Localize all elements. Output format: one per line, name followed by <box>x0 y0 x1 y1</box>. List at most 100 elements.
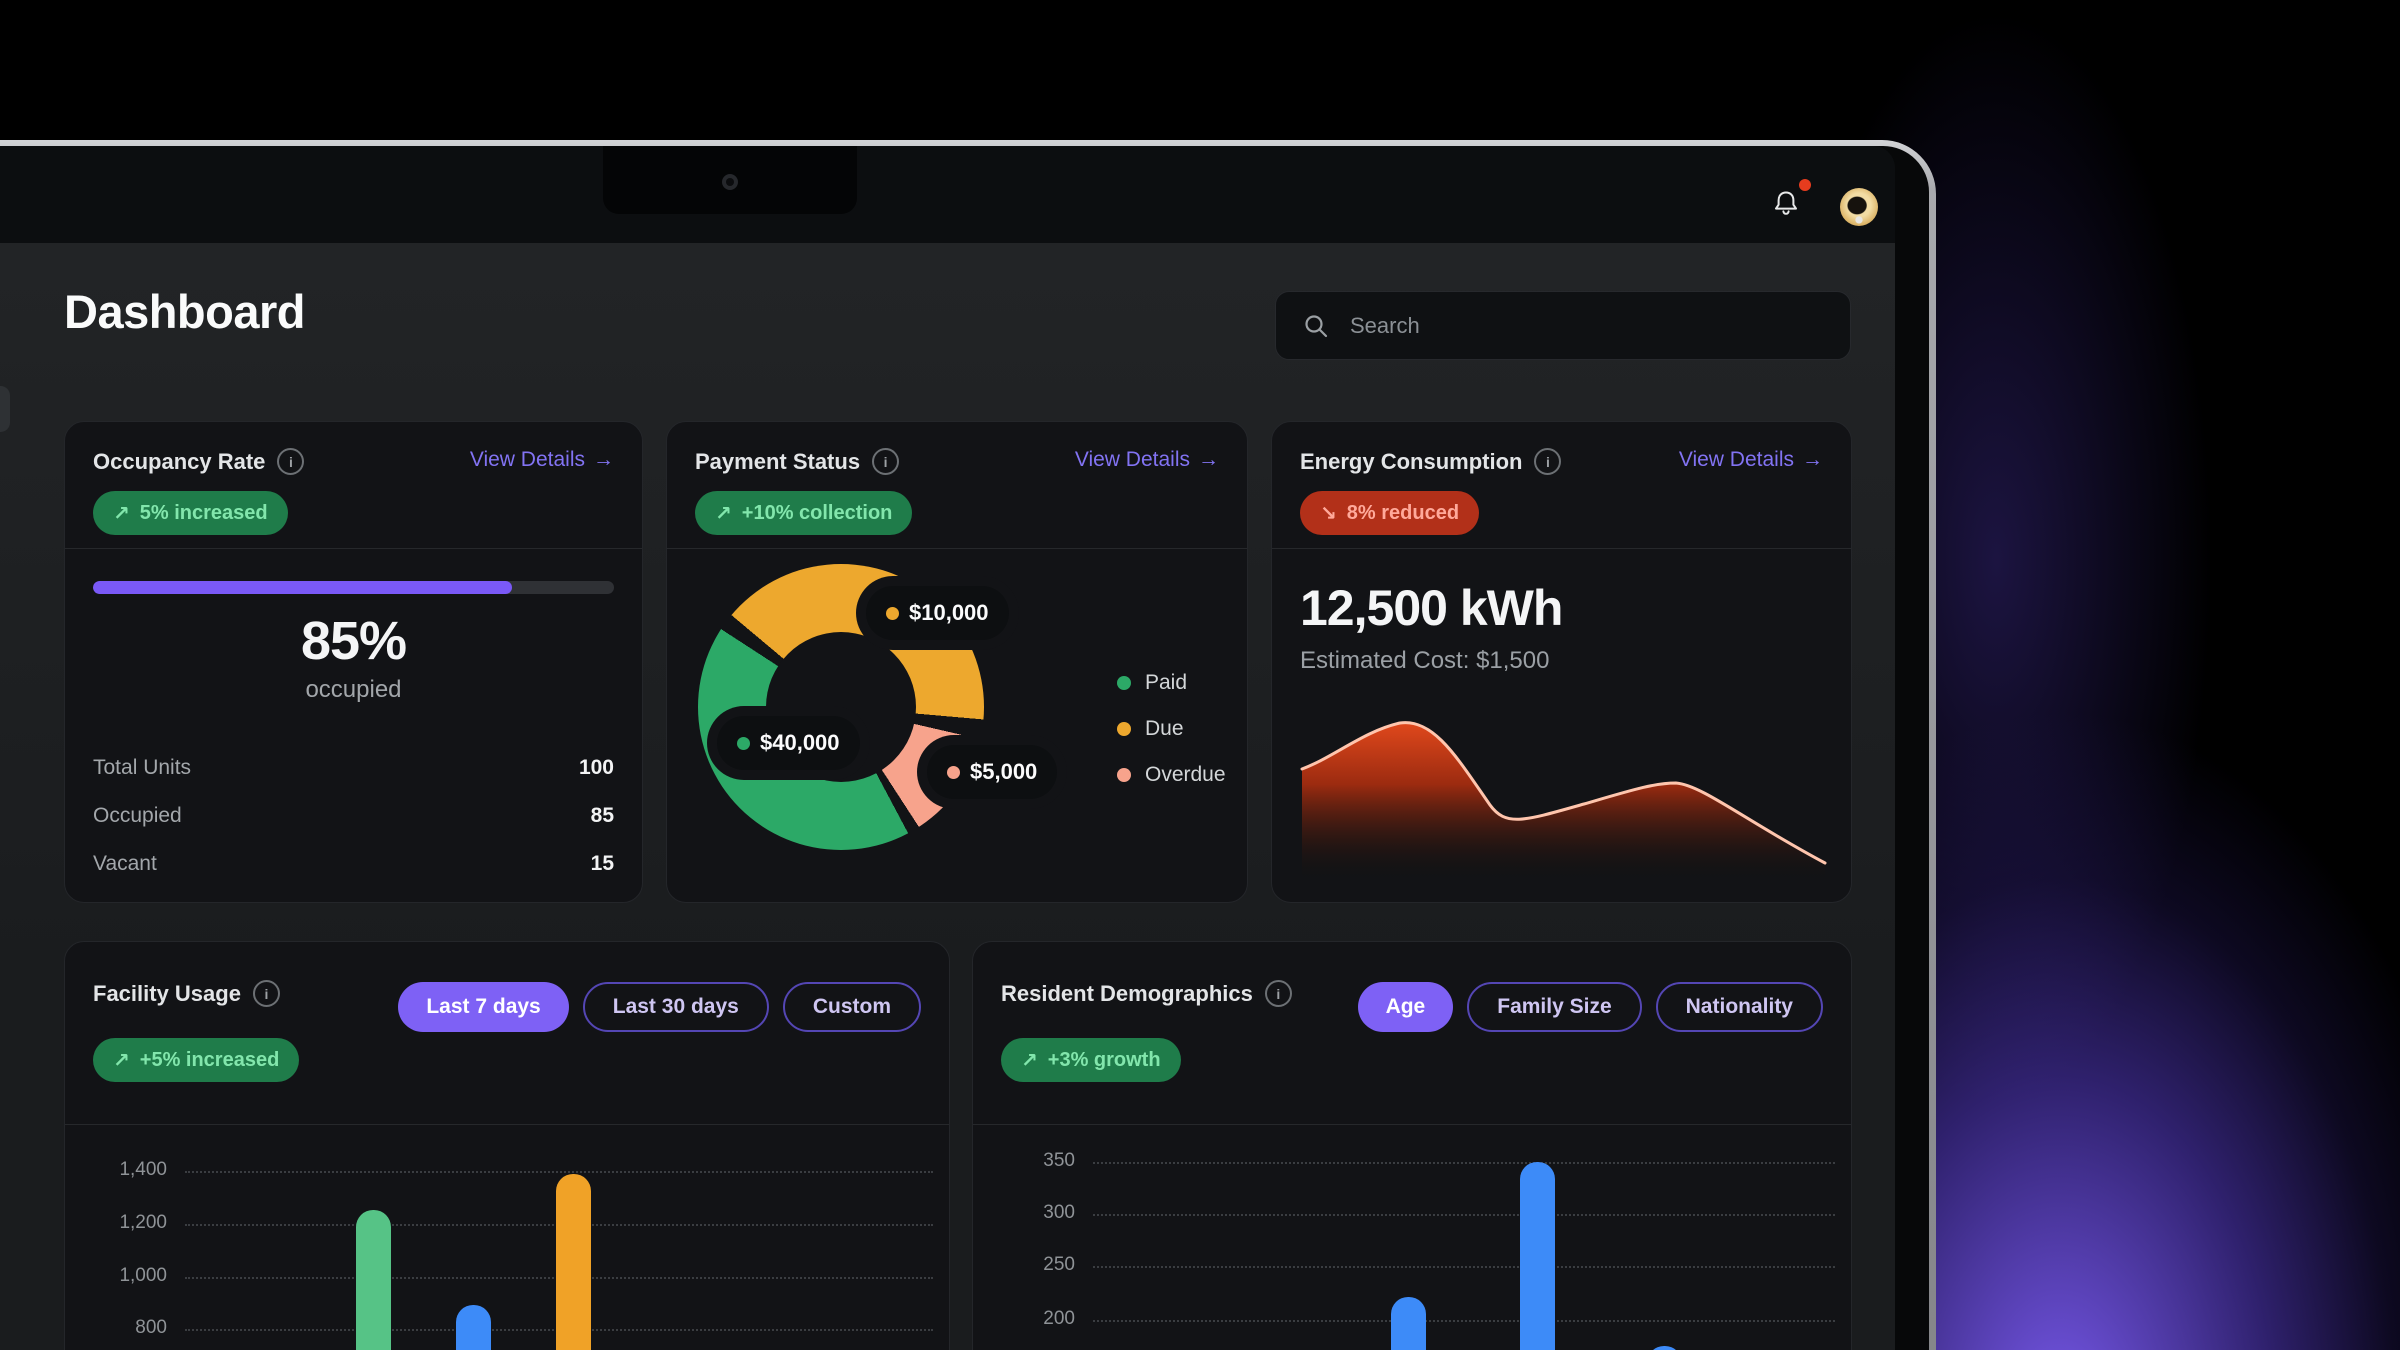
webcam-icon <box>722 174 738 190</box>
laptop-screen: Dashboard Occupancy Rate i <box>0 146 1895 1350</box>
view-details-link[interactable]: View Details → <box>1678 448 1823 471</box>
trend-up-icon: ↗ <box>113 502 130 525</box>
info-icon[interactable]: i <box>252 980 280 1007</box>
legend-item-due: Due <box>1117 717 1184 741</box>
y-axis-tick-label: 800 <box>135 1317 167 1338</box>
trend-up-icon: ↗ <box>1021 1049 1038 1072</box>
energy-value: 12,500 kWh <box>1300 580 1563 636</box>
tab-button-nationality[interactable]: Nationality <box>1655 982 1823 1032</box>
y-axis-tick-label: 1,200 <box>119 1212 167 1233</box>
sidebar-edge-tab <box>0 386 10 432</box>
user-avatar[interactable] <box>1840 188 1878 226</box>
occupancy-rate-card: Occupancy Rate i View Details → ↗ 5% inc… <box>64 421 643 903</box>
trend-badge: ↗ +5% increased <box>93 1038 300 1082</box>
trend-badge: ↗ 5% increased <box>93 491 288 535</box>
gridline <box>1093 1162 1835 1164</box>
view-details-link[interactable]: View Details → <box>469 448 614 471</box>
occupancy-progress-bar <box>93 581 614 594</box>
occupancy-percent: 85% <box>300 611 407 671</box>
trend-up-icon: ↗ <box>715 502 732 525</box>
card-divider <box>65 1124 949 1125</box>
stat-row-occupied: Occupied 85 <box>93 804 614 827</box>
bar-orange <box>556 1174 591 1350</box>
legend-dot <box>1117 722 1131 736</box>
occupancy-progress-fill <box>93 581 513 594</box>
legend-dot <box>1117 768 1131 782</box>
view-details-link[interactable]: View Details → <box>1074 448 1219 471</box>
gridline <box>1093 1266 1835 1268</box>
legend-item-paid: Paid <box>1117 671 1187 695</box>
gridline <box>1093 1214 1835 1216</box>
slice-label-paid: $40,000 <box>717 716 860 770</box>
stat-row-total-units: Total Units 100 <box>93 756 614 779</box>
occupancy-stats: Total Units 100 Occupied 85 Vacant 15 <box>93 744 614 888</box>
energy-area-chart <box>1300 697 1827 882</box>
range-button-last-7-days[interactable]: Last 7 days <box>398 982 569 1032</box>
card-title: Facility Usage i <box>93 980 280 1007</box>
energy-consumption-card: Energy Consumption i View Details → ↘ 8%… <box>1271 421 1852 903</box>
bar-blue <box>456 1305 491 1350</box>
y-axis-tick-label: 1,000 <box>119 1265 167 1286</box>
card-divider <box>667 548 1247 549</box>
info-icon[interactable]: i <box>872 448 900 475</box>
legend-item-overdue: Overdue <box>1117 763 1226 787</box>
slice-label-due: $10,000 <box>866 586 1009 640</box>
bar-blue <box>1520 1162 1555 1350</box>
range-button-custom[interactable]: Custom <box>782 982 921 1032</box>
search-icon <box>1302 312 1330 340</box>
y-axis-tick-label: 250 <box>1043 1254 1075 1275</box>
occupancy-caption: occupied <box>305 676 402 703</box>
gridline <box>1093 1320 1835 1322</box>
y-axis-tick-label: 300 <box>1043 1202 1075 1223</box>
legend-dot <box>1117 676 1131 690</box>
card-title: Resident Demographics i <box>1001 980 1292 1007</box>
search-bar[interactable] <box>1275 291 1851 360</box>
card-divider <box>973 1124 1851 1125</box>
y-axis-tick-label: 350 <box>1043 1150 1075 1171</box>
trend-badge: ↘ 8% reduced <box>1300 491 1480 535</box>
payment-donut-chart: $10,000 $40,000 $5,000 Paid <box>667 549 1247 902</box>
stat-row-vacant: Vacant 15 <box>93 852 614 875</box>
trend-badge: ↗ +3% growth <box>1001 1038 1181 1082</box>
y-axis-tick-label: 1,400 <box>119 1159 167 1180</box>
info-icon[interactable]: i <box>277 448 305 475</box>
payment-status-card: Payment Status i View Details → ↗ +10% c… <box>666 421 1248 903</box>
notification-bell-icon[interactable] <box>1764 182 1808 226</box>
search-input[interactable] <box>1348 311 1824 340</box>
card-title: Occupancy Rate i <box>93 448 305 475</box>
card-title: Energy Consumption i <box>1300 448 1562 475</box>
trend-badge: ↗ +10% collection <box>695 491 913 535</box>
bar-blue <box>1391 1297 1426 1350</box>
trend-up-icon: ↗ <box>113 1049 130 1072</box>
tab-button-family-size[interactable]: Family Size <box>1467 982 1642 1032</box>
overdue-dot <box>947 765 960 779</box>
facility-usage-bar-chart: 1,400 1,200 1,000 800 <box>65 1125 949 1350</box>
y-axis-tick-label: 200 <box>1043 1308 1075 1329</box>
resident-demographics-card: Resident Demographics i Age Family Size … <box>972 941 1852 1350</box>
info-icon[interactable]: i <box>1264 980 1292 1007</box>
page-title: Dashboard <box>64 285 306 338</box>
slice-label-overdue: $5,000 <box>927 745 1058 799</box>
bar-blue <box>1647 1346 1682 1350</box>
arrow-right-icon: → <box>1198 448 1219 471</box>
energy-subtitle: Estimated Cost: $1,500 <box>1300 647 1550 674</box>
card-divider <box>65 548 642 549</box>
card-title: Payment Status i <box>695 448 900 475</box>
trend-down-icon: ↘ <box>1320 502 1337 525</box>
bar-green <box>356 1210 391 1350</box>
laptop-notch <box>603 146 857 214</box>
window-topbar <box>0 146 1895 243</box>
paid-dot <box>737 736 750 750</box>
tab-button-age[interactable]: Age <box>1357 982 1454 1032</box>
gridline <box>185 1171 933 1173</box>
demographics-bar-chart: 350 300 250 200 <box>973 1125 1851 1350</box>
range-button-last-30-days[interactable]: Last 30 days <box>582 982 769 1032</box>
info-icon[interactable]: i <box>1534 448 1562 475</box>
facility-usage-card: Facility Usage i Last 7 days Last 30 day… <box>64 941 950 1350</box>
card-divider <box>1272 548 1851 549</box>
due-dot <box>886 606 899 620</box>
notification-badge-dot <box>1799 179 1811 191</box>
arrow-right-icon: → <box>1802 448 1823 471</box>
arrow-right-icon: → <box>593 448 614 471</box>
